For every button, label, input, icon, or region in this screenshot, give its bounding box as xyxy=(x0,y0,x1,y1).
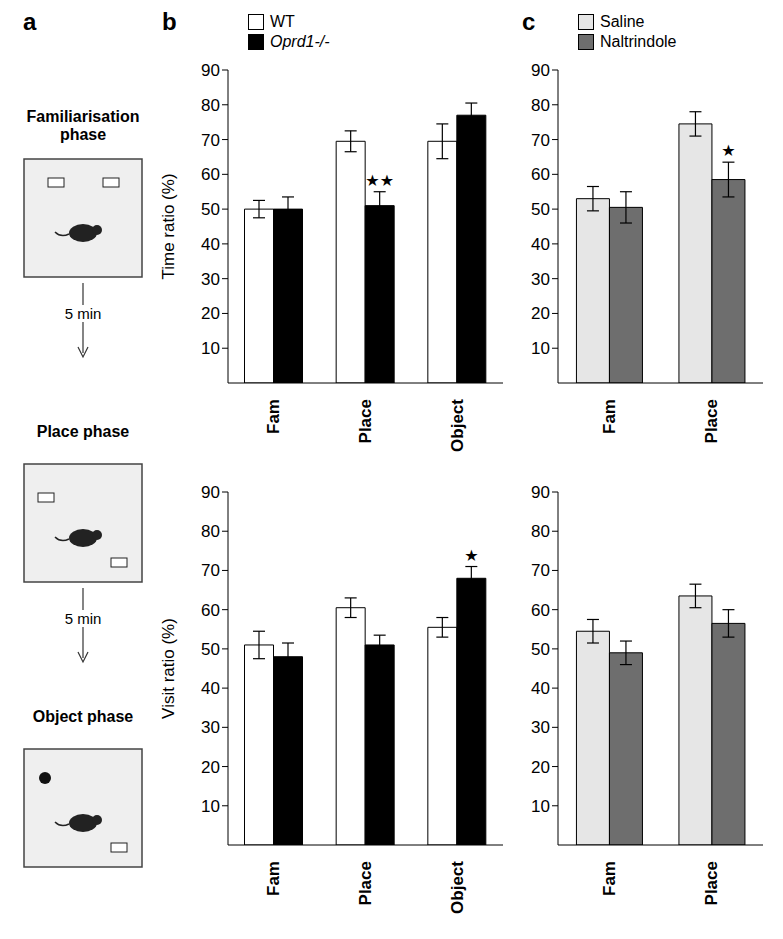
svg-text:Fam: Fam xyxy=(600,861,619,896)
html-text:Place phase: Place phase xyxy=(36,423,130,440)
svg-text:30: 30 xyxy=(531,718,550,737)
svg-text:90: 90 xyxy=(531,483,550,502)
svg-text:20: 20 xyxy=(201,758,220,777)
svg-text:80: 80 xyxy=(531,522,550,541)
svg-text:70: 70 xyxy=(531,561,550,580)
svg-text:Time ratio (%): Time ratio (%) xyxy=(159,173,178,279)
html-text:Object phase: Object phase xyxy=(32,708,134,725)
svg-text:Place: Place xyxy=(356,399,375,443)
html-text:5 min: 5 min xyxy=(64,610,102,627)
svg-text:Object: Object xyxy=(448,399,467,452)
svg-text:Place: Place xyxy=(702,399,721,443)
svg-text:10: 10 xyxy=(201,339,220,358)
svg-text:70: 70 xyxy=(201,131,220,150)
svg-text:60: 60 xyxy=(531,601,550,620)
svg-text:50: 50 xyxy=(201,640,220,659)
html-text:b: b xyxy=(162,8,177,35)
svg-text:Place: Place xyxy=(702,861,721,905)
svg-text:10: 10 xyxy=(531,797,550,816)
svg-text:30: 30 xyxy=(531,270,550,289)
html-text:Familiarisation phase: Familiarisation phase xyxy=(26,108,140,143)
svg-text:70: 70 xyxy=(531,131,550,150)
svg-text:60: 60 xyxy=(201,601,220,620)
svg-text:40: 40 xyxy=(531,235,550,254)
html-text:c: c xyxy=(522,8,536,35)
html-text:Naltrindole: Naltrindole xyxy=(600,33,677,50)
svg-text:80: 80 xyxy=(531,96,550,115)
svg-text:60: 60 xyxy=(531,165,550,184)
svg-text:Fam: Fam xyxy=(264,861,283,896)
svg-text:20: 20 xyxy=(531,758,550,777)
svg-text:90: 90 xyxy=(531,61,550,80)
svg-text:Fam: Fam xyxy=(264,399,283,434)
svg-text:70: 70 xyxy=(201,561,220,580)
svg-text:50: 50 xyxy=(531,200,550,219)
svg-text:10: 10 xyxy=(201,797,220,816)
html-text:Oprd1-/-: Oprd1-/- xyxy=(270,33,330,50)
svg-text:40: 40 xyxy=(531,679,550,698)
svg-text:50: 50 xyxy=(531,640,550,659)
html-text:WT: WT xyxy=(270,13,295,30)
svg-text:★: ★ xyxy=(464,546,478,565)
svg-text:90: 90 xyxy=(201,483,220,502)
svg-text:40: 40 xyxy=(201,679,220,698)
svg-text:90: 90 xyxy=(201,61,220,80)
svg-text:50: 50 xyxy=(201,200,220,219)
svg-text:40: 40 xyxy=(201,235,220,254)
svg-text:30: 30 xyxy=(201,270,220,289)
svg-text:30: 30 xyxy=(201,718,220,737)
svg-text:Fam: Fam xyxy=(600,399,619,434)
svg-text:60: 60 xyxy=(201,165,220,184)
svg-text:Place: Place xyxy=(356,861,375,905)
svg-text:20: 20 xyxy=(531,304,550,323)
svg-text:20: 20 xyxy=(201,304,220,323)
svg-text:Visit ratio (%): Visit ratio (%) xyxy=(159,618,178,719)
html-text:5 min: 5 min xyxy=(64,305,102,322)
svg-text:80: 80 xyxy=(201,522,220,541)
svg-text:★★: ★★ xyxy=(365,171,394,190)
html-text:Saline: Saline xyxy=(600,13,645,30)
svg-text:10: 10 xyxy=(531,339,550,358)
html-text:a: a xyxy=(23,8,37,35)
svg-text:Object: Object xyxy=(448,861,467,914)
svg-text:★: ★ xyxy=(721,141,735,160)
svg-text:80: 80 xyxy=(201,96,220,115)
